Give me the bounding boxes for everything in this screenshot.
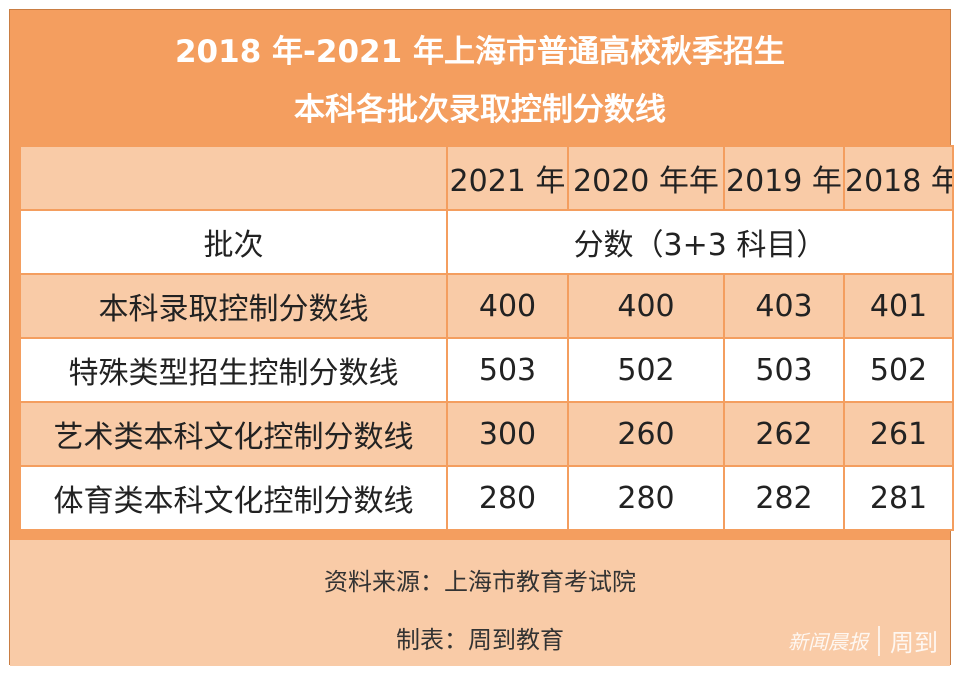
- score-cell: 401: [843, 273, 954, 339]
- year-header-2020: 2020 年年: [567, 145, 725, 211]
- score-cell: 261: [843, 401, 954, 467]
- year-header-row: 2021 年 2020 年年 2019 年 2018 年: [19, 145, 954, 211]
- table-row: 体育类本科文化控制分数线 280 280 282 281: [19, 465, 954, 531]
- score-cell: 502: [843, 337, 954, 403]
- table-row: 艺术类本科文化控制分数线 300 260 262 261: [19, 401, 954, 467]
- score-cell: 262: [723, 401, 845, 467]
- year-header-2019: 2019 年: [723, 145, 845, 211]
- score-cell: 260: [567, 401, 725, 467]
- title-line-2: 本科各批次录取控制分数线: [294, 92, 666, 128]
- score-cell: 281: [843, 465, 954, 531]
- score-cell: 400: [567, 273, 725, 339]
- title-line-1: 2018 年-2021 年上海市普通高校秋季招生: [174, 34, 785, 70]
- score-cell: 280: [567, 465, 725, 531]
- score-cell: 503: [723, 337, 845, 403]
- year-header-2018: 2018 年: [843, 145, 954, 211]
- watermark-brand-2: 周到: [890, 629, 938, 657]
- score-cell: 280: [446, 465, 569, 531]
- row-name: 本科录取控制分数线: [19, 273, 448, 339]
- batch-label: 批次: [19, 209, 448, 275]
- watermark-divider: [878, 625, 880, 656]
- source-note: 资料来源：上海市教育考试院: [324, 568, 636, 596]
- header-empty-cell: [19, 145, 448, 211]
- label-header-row: 批次 分数（3+3 科目）: [19, 209, 954, 275]
- table-frame: 2018 年-2021 年上海市普通高校秋季招生 本科各批次录取控制分数线 20…: [9, 9, 954, 666]
- title-block: 2018 年-2021 年上海市普通高校秋季招生 本科各批次录取控制分数线: [10, 10, 950, 140]
- row-name: 体育类本科文化控制分数线: [19, 465, 448, 531]
- watermark: 新闻晨报 周到: [788, 623, 938, 658]
- row-name: 艺术类本科文化控制分数线: [19, 401, 448, 467]
- table-row: 本科录取控制分数线 400 400 403 401: [19, 273, 954, 339]
- score-cell: 300: [446, 401, 569, 467]
- maker-note: 制表：周到教育: [396, 626, 564, 654]
- score-table: 2021 年 2020 年年 2019 年 2018 年 批次 分数（3+3 科…: [19, 145, 954, 531]
- score-label: 分数（3+3 科目）: [446, 209, 954, 275]
- table-row: 特殊类型招生控制分数线 503 502 503 502: [19, 337, 954, 403]
- score-cell: 400: [446, 273, 569, 339]
- year-header-2021: 2021 年: [446, 145, 569, 211]
- score-cell: 502: [567, 337, 725, 403]
- score-cell: 503: [446, 337, 569, 403]
- score-cell: 403: [723, 273, 845, 339]
- footer: 资料来源：上海市教育考试院 制表：周到教育 新闻晨报 周到: [10, 540, 950, 666]
- row-name: 特殊类型招生控制分数线: [19, 337, 448, 403]
- score-cell: 282: [723, 465, 845, 531]
- watermark-brand-1: 新闻晨报: [788, 630, 868, 654]
